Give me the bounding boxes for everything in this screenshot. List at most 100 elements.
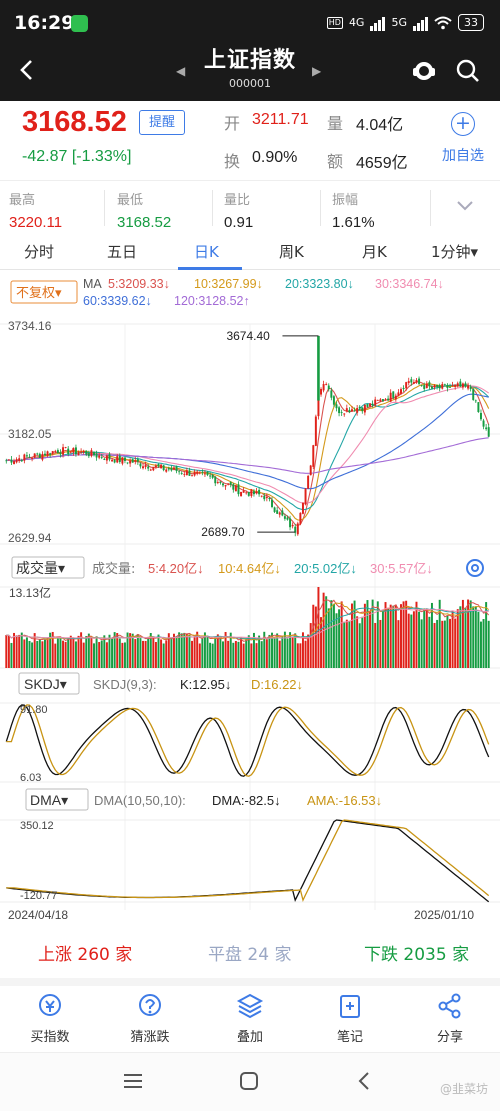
price-panel-header: 不复权▾ MA 5:3209.33↓ 10:3267.99↓ 20:3323.8… xyxy=(10,277,444,308)
candle-body xyxy=(345,408,348,412)
candle-body xyxy=(358,406,361,409)
price-annotations: 3674.40 2689.70 xyxy=(201,329,319,539)
stat-label: 量比 xyxy=(224,193,251,208)
volume-bar xyxy=(36,640,39,668)
candle-body xyxy=(412,382,415,384)
tab-weekly-k[interactable]: 周K xyxy=(279,243,304,261)
tab-daily-k[interactable]: 日K xyxy=(194,243,219,261)
candle-body xyxy=(23,454,26,461)
candle-body xyxy=(170,467,173,471)
candle-body xyxy=(227,483,230,485)
tab-minute-selector[interactable]: 1分钟▾ xyxy=(431,243,479,261)
share-button[interactable]: 分享 xyxy=(400,992,500,1045)
candle-body xyxy=(13,461,16,464)
buy-index-button[interactable]: 买指数 xyxy=(0,992,100,1045)
candle-body xyxy=(44,453,46,456)
skdj-selector[interactable]: SKDJ▾ xyxy=(24,676,67,692)
menu-icon[interactable] xyxy=(122,1071,144,1091)
skdj-selector-box[interactable] xyxy=(18,672,80,695)
candle-body xyxy=(144,465,147,468)
guess-button[interactable]: 猜涨跌 xyxy=(100,992,200,1045)
volume-bar xyxy=(443,620,446,668)
volume-bar xyxy=(343,621,346,668)
candle-body xyxy=(304,488,307,505)
volume-bar xyxy=(165,640,168,668)
back-icon[interactable] xyxy=(354,1071,376,1091)
next-stock-arrow-icon[interactable]: ▶ xyxy=(312,64,322,78)
volume-bar xyxy=(255,643,258,668)
candle-body xyxy=(438,385,441,389)
turnover-label: 换 xyxy=(224,152,241,171)
candle-body xyxy=(418,378,421,384)
volume-bar xyxy=(258,635,261,668)
volume-bar xyxy=(405,600,408,668)
chevron-down-icon[interactable] xyxy=(455,198,475,212)
volume-bar xyxy=(113,632,116,668)
dma-selector-box[interactable] xyxy=(25,788,89,811)
volume-bar xyxy=(134,639,137,668)
signal-icon-2 xyxy=(413,15,428,31)
volume-bar xyxy=(397,620,400,668)
candle-body xyxy=(381,399,384,402)
settings-gear-icon[interactable] xyxy=(466,559,484,577)
stock-chart[interactable]: 不复权▾ MA 5:3209.33↓ 10:3267.99↓ 20:3323.8… xyxy=(0,270,500,930)
volume-bar xyxy=(451,610,454,668)
volume-selector[interactable]: 成交量▾ xyxy=(16,560,65,577)
ma-line xyxy=(6,437,489,474)
note-button[interactable]: 笔记 xyxy=(300,992,400,1045)
dma-line xyxy=(6,819,490,903)
prev-stock-arrow-icon[interactable]: ◀ xyxy=(176,64,186,78)
remind-button[interactable]: 提醒 xyxy=(139,110,185,135)
candle-body xyxy=(64,447,67,449)
volume-bar xyxy=(479,621,482,668)
search-icon[interactable] xyxy=(455,58,481,84)
candle-body xyxy=(72,447,75,453)
dma-lines xyxy=(0,819,500,903)
volume-bar xyxy=(74,641,77,668)
divider xyxy=(0,180,500,181)
volume-bar xyxy=(271,632,273,668)
customer-service-icon[interactable] xyxy=(411,58,437,84)
volume-bar xyxy=(296,643,299,668)
volume-bar xyxy=(449,618,451,668)
candle-body xyxy=(103,458,106,460)
candle-body xyxy=(317,335,320,401)
candle-body xyxy=(56,450,59,453)
candle-body xyxy=(172,467,175,470)
candle-body xyxy=(142,466,144,469)
overlay-button[interactable]: 叠加 xyxy=(200,992,300,1045)
volume-bar xyxy=(93,643,95,668)
candle-body xyxy=(180,473,183,474)
dma-selector[interactable]: DMA▾ xyxy=(30,792,68,808)
volume-bar xyxy=(178,632,181,668)
volume-bar xyxy=(366,600,369,668)
volume-selector-box[interactable] xyxy=(11,556,85,579)
volume-bar xyxy=(299,643,302,668)
volume-bar xyxy=(407,613,410,668)
ma5-legend: 5:3209.33↓ xyxy=(108,277,170,291)
candle-body xyxy=(379,399,382,402)
candle-body xyxy=(131,459,134,463)
candle-body xyxy=(443,384,446,386)
volume-bar xyxy=(276,633,279,668)
rights-selector-box[interactable] xyxy=(10,280,78,304)
home-icon[interactable] xyxy=(238,1071,260,1091)
add-favorite-button[interactable]: + 加自选 xyxy=(438,112,488,165)
volume-bar xyxy=(348,620,351,668)
volume-bar xyxy=(461,599,464,668)
tab-intraday[interactable]: 分时 xyxy=(24,243,55,261)
candle-body xyxy=(265,496,268,499)
volume-bar xyxy=(381,611,384,668)
volume-bar xyxy=(477,611,480,668)
candle-body xyxy=(105,455,108,461)
rights-selector[interactable]: 不复权▾ xyxy=(16,285,62,301)
back-arrow-icon[interactable] xyxy=(14,57,40,83)
volume-bar xyxy=(49,632,52,668)
volume-bar xyxy=(428,616,431,668)
layers-icon xyxy=(236,993,264,1019)
volume-bar xyxy=(467,599,470,668)
note-label: 笔记 xyxy=(336,1030,363,1045)
tab-monthly-k[interactable]: 月K xyxy=(362,243,387,261)
tab-five-day[interactable]: 五日 xyxy=(107,243,138,261)
candle-body xyxy=(196,471,199,474)
